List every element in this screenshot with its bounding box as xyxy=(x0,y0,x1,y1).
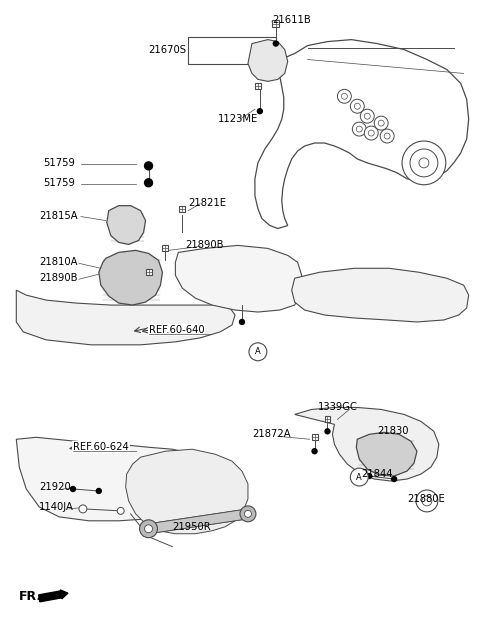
Bar xyxy=(312,434,318,441)
Polygon shape xyxy=(248,40,288,82)
Text: 21890B: 21890B xyxy=(185,241,224,251)
Text: 21821E: 21821E xyxy=(188,197,226,208)
Circle shape xyxy=(380,129,394,143)
Circle shape xyxy=(360,110,374,123)
Circle shape xyxy=(392,477,396,482)
Circle shape xyxy=(374,116,388,130)
Circle shape xyxy=(416,490,438,512)
Bar xyxy=(145,269,152,275)
Circle shape xyxy=(273,41,278,46)
Bar xyxy=(324,417,330,422)
Circle shape xyxy=(257,109,263,114)
Circle shape xyxy=(79,505,87,513)
Text: FR.: FR. xyxy=(19,590,42,603)
Circle shape xyxy=(352,122,366,136)
Circle shape xyxy=(341,93,348,99)
Circle shape xyxy=(325,429,330,434)
Bar xyxy=(180,206,185,211)
Text: 21815A: 21815A xyxy=(39,211,78,220)
Text: 21872A: 21872A xyxy=(252,429,290,439)
Circle shape xyxy=(350,468,368,486)
Circle shape xyxy=(337,89,351,103)
Text: 21670S: 21670S xyxy=(148,44,187,54)
Text: 21880E: 21880E xyxy=(407,494,445,504)
Text: A: A xyxy=(357,473,362,482)
Circle shape xyxy=(144,179,153,187)
Circle shape xyxy=(244,510,252,517)
Text: 21920: 21920 xyxy=(39,482,71,492)
Bar xyxy=(255,84,261,89)
Circle shape xyxy=(312,449,317,454)
Text: 21950R: 21950R xyxy=(172,522,211,532)
Circle shape xyxy=(144,162,153,170)
Polygon shape xyxy=(148,509,248,534)
Circle shape xyxy=(249,343,267,361)
Polygon shape xyxy=(292,268,468,322)
Bar xyxy=(272,20,279,27)
Circle shape xyxy=(367,473,372,479)
FancyArrow shape xyxy=(38,590,68,602)
Circle shape xyxy=(117,508,124,515)
Text: 1339GC: 1339GC xyxy=(318,403,358,413)
Circle shape xyxy=(402,141,446,185)
Circle shape xyxy=(356,126,362,132)
Text: 21611B: 21611B xyxy=(272,15,311,25)
Circle shape xyxy=(144,525,153,533)
Circle shape xyxy=(71,487,75,491)
Polygon shape xyxy=(126,449,248,534)
Circle shape xyxy=(240,506,256,522)
Bar xyxy=(162,246,168,251)
Polygon shape xyxy=(356,432,417,476)
Text: 21844: 21844 xyxy=(361,469,393,479)
Text: 51759: 51759 xyxy=(43,178,75,188)
Text: 21830: 21830 xyxy=(377,427,408,436)
Circle shape xyxy=(364,113,370,119)
Circle shape xyxy=(96,489,101,494)
Polygon shape xyxy=(16,290,235,345)
Polygon shape xyxy=(295,408,439,481)
Polygon shape xyxy=(16,437,218,521)
Polygon shape xyxy=(255,40,468,229)
Circle shape xyxy=(419,158,429,168)
Circle shape xyxy=(140,520,157,537)
Circle shape xyxy=(368,130,374,136)
Circle shape xyxy=(410,149,438,177)
Text: A: A xyxy=(255,348,261,356)
Text: 51759: 51759 xyxy=(43,158,75,168)
Circle shape xyxy=(384,133,390,139)
Text: 21810A: 21810A xyxy=(39,258,78,267)
Bar xyxy=(188,37,276,65)
Polygon shape xyxy=(99,251,162,305)
Polygon shape xyxy=(107,206,145,244)
Circle shape xyxy=(364,126,378,140)
Text: 1140JA: 1140JA xyxy=(39,502,74,512)
Circle shape xyxy=(240,320,244,325)
Circle shape xyxy=(350,99,364,113)
Circle shape xyxy=(422,496,432,506)
Text: REF.60-640: REF.60-640 xyxy=(148,325,204,335)
Circle shape xyxy=(354,103,360,110)
Text: REF.60-624: REF.60-624 xyxy=(73,442,129,452)
Circle shape xyxy=(378,120,384,126)
Text: 1123ME: 1123ME xyxy=(218,114,258,124)
Text: 21890B: 21890B xyxy=(39,273,78,283)
Polygon shape xyxy=(175,246,301,312)
